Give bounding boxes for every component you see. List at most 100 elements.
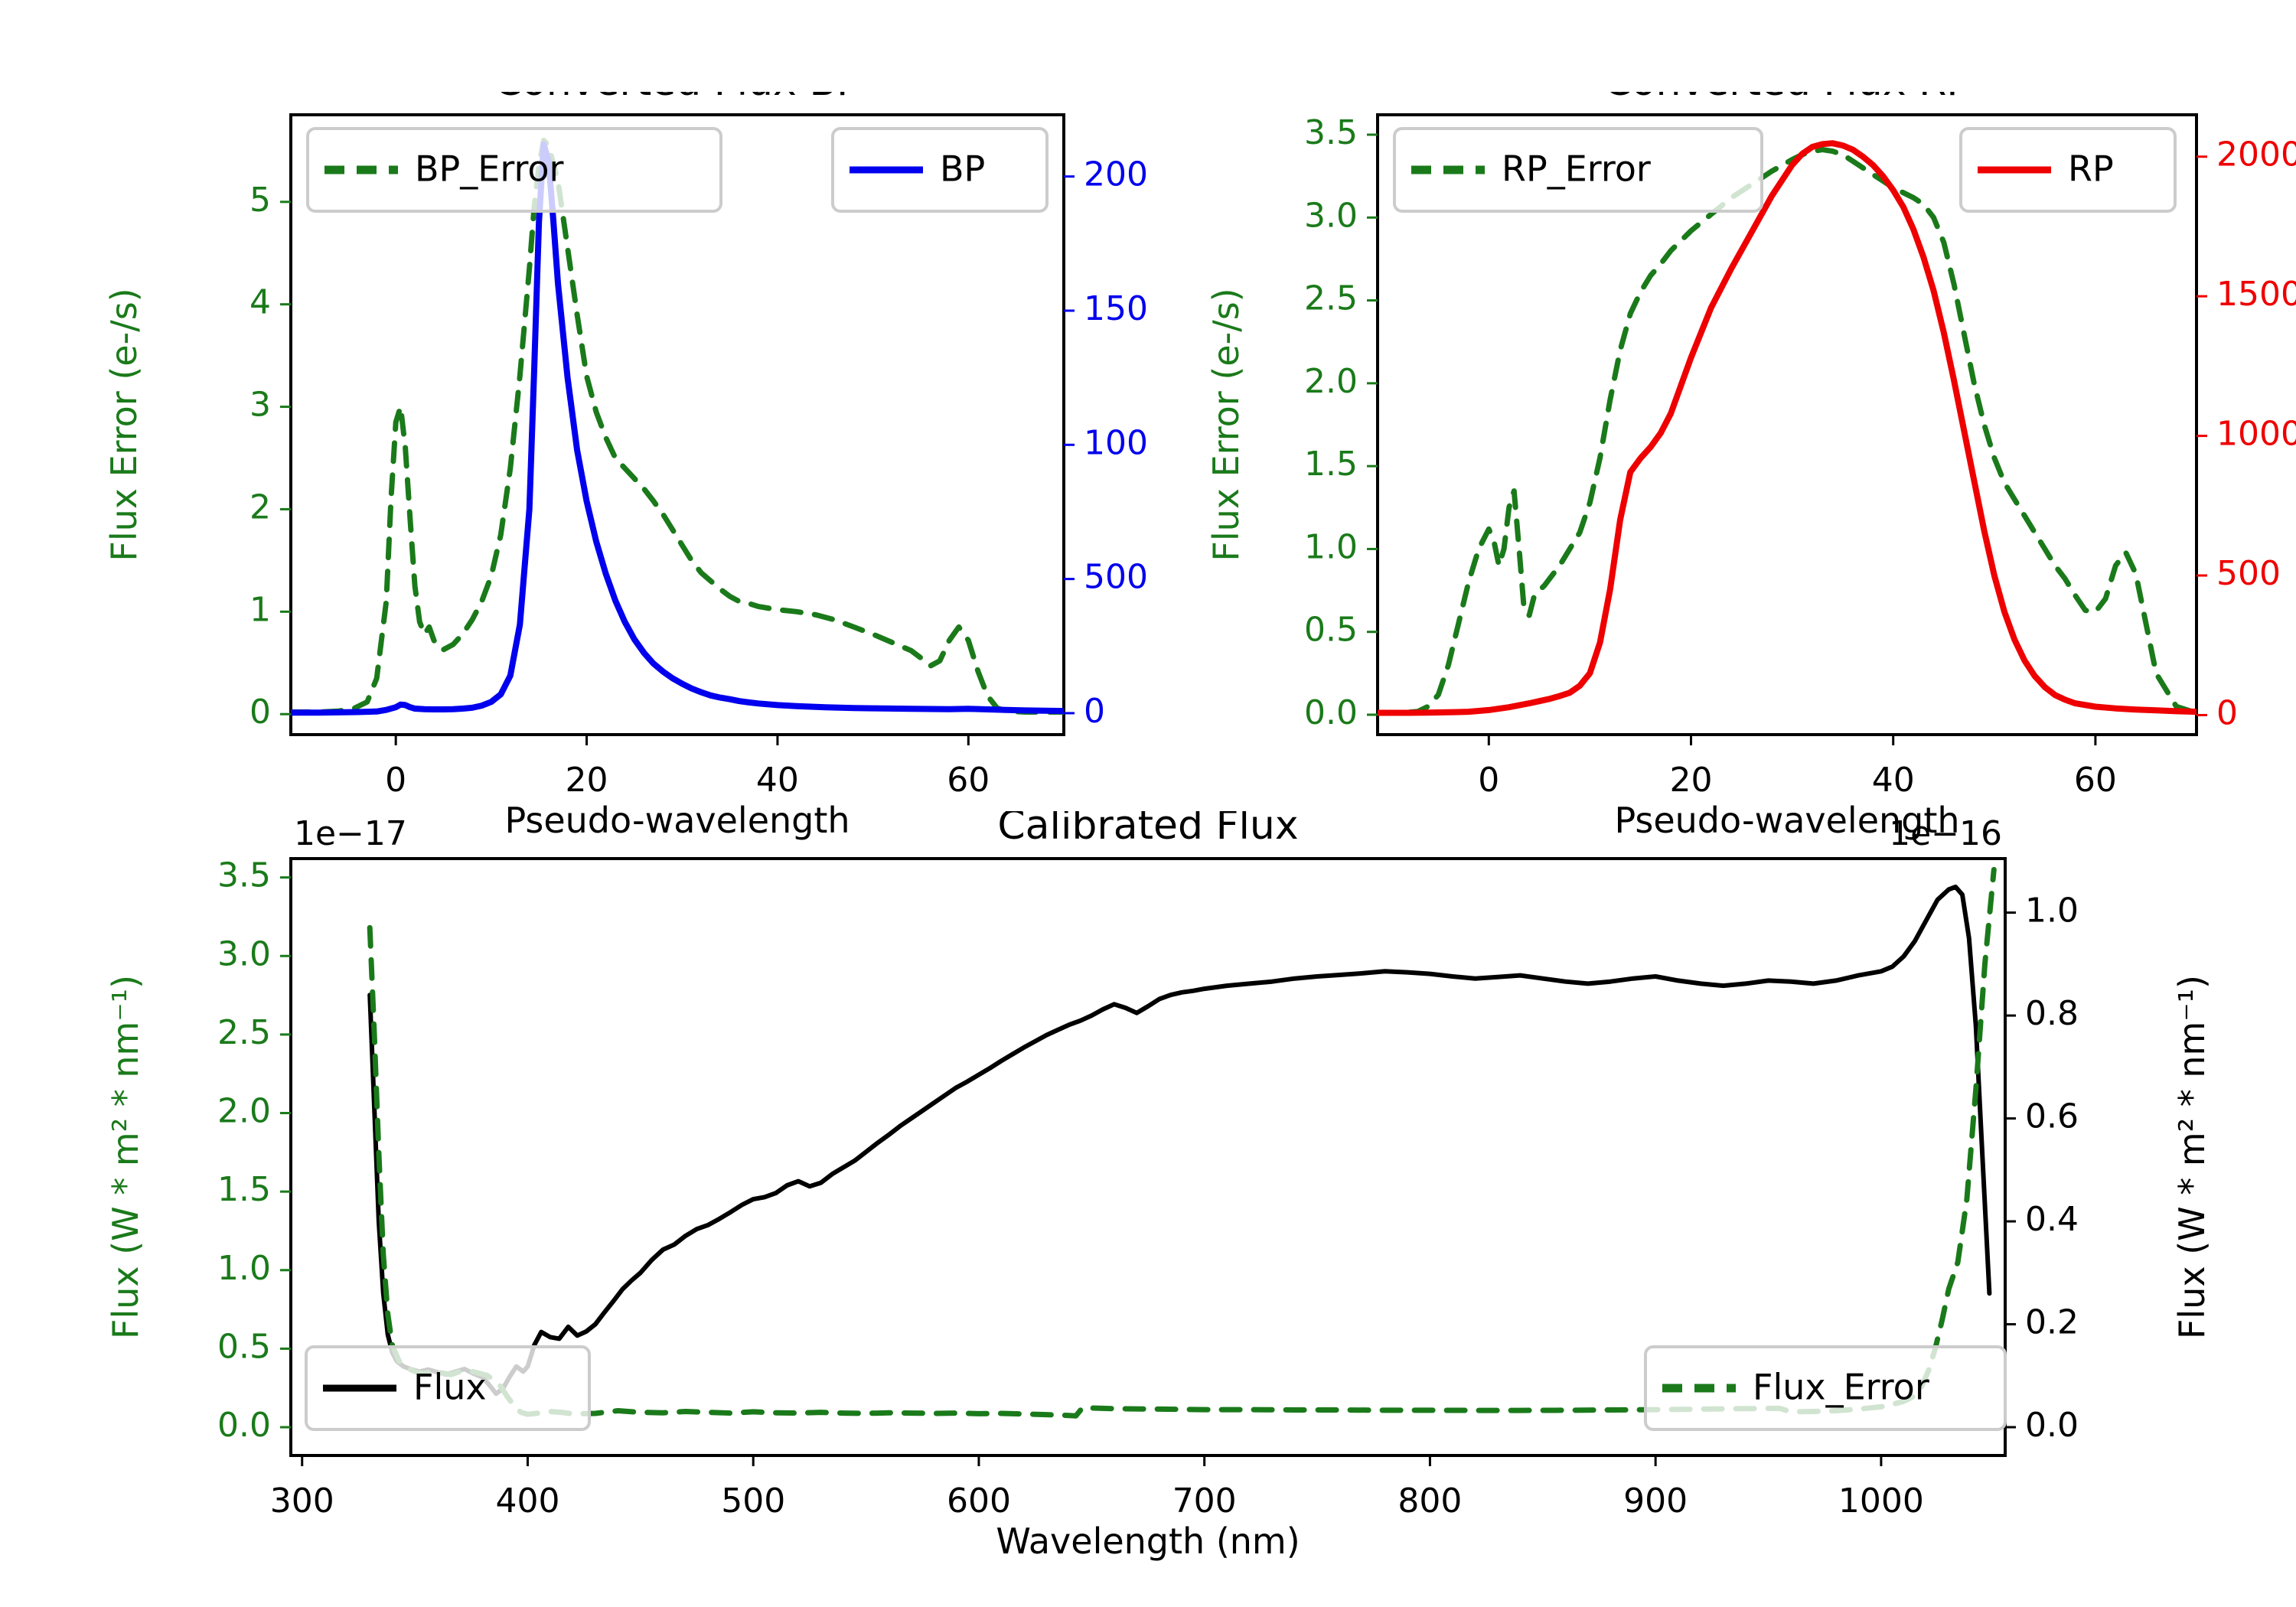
y-left-tick-label: 2.0 bbox=[217, 1092, 271, 1131]
axes-frame bbox=[1376, 113, 2198, 736]
x-tick-label: 800 bbox=[1397, 1482, 1462, 1521]
axes-frame bbox=[289, 113, 1065, 736]
panel-title: Converted Flux BP bbox=[494, 92, 861, 105]
y-left-tick-label: 2 bbox=[249, 487, 271, 526]
legend-box bbox=[1959, 127, 2177, 213]
legend-rp_error[interactable]: RP_Error bbox=[1393, 127, 1763, 213]
x-tick-label: 40 bbox=[1872, 761, 1915, 800]
legend-box bbox=[305, 1345, 591, 1431]
y-left-tick-label: 4 bbox=[249, 283, 271, 322]
series-line-bp bbox=[291, 141, 1064, 716]
legend-label: Flux bbox=[413, 1367, 487, 1408]
y-left-tick-label: 2.0 bbox=[1304, 362, 1358, 401]
y-right-tick-label: 1500 bbox=[2216, 275, 2296, 314]
legend-box bbox=[1644, 1345, 2007, 1431]
y-right-tick-label: 0.0 bbox=[2025, 1406, 2079, 1445]
legend-box bbox=[831, 127, 1049, 213]
x-tick-label: 0 bbox=[385, 761, 406, 800]
panel-calibrated-flux: Calibrated Flux 300 400 500 600 700 800 900 1000… bbox=[0, 811, 2296, 1607]
x-tick-label: 20 bbox=[1670, 761, 1713, 800]
y-left-tick-label: 3.5 bbox=[1304, 113, 1358, 152]
legend-label: BP_Error bbox=[415, 148, 564, 190]
x-tick-label: 20 bbox=[566, 761, 608, 800]
y-right-tick-label: 1.0 bbox=[2025, 892, 2079, 931]
x-tick-label: 900 bbox=[1623, 1482, 1688, 1521]
series-line-rp bbox=[1378, 140, 2197, 716]
y-right-offset-text: 1e−16 bbox=[1889, 814, 2002, 853]
panel-title: Converted Flux RP bbox=[1603, 92, 1970, 105]
x-tick-label: 1000 bbox=[1838, 1482, 1924, 1521]
panel-converted-flux-bp: Converted Flux BP0204060Pseudo-wavelengt… bbox=[0, 92, 1148, 857]
series-line-rp_error bbox=[1378, 147, 2197, 716]
y-left-tick-label: 3 bbox=[249, 386, 271, 425]
y-right-tick-label: 500 bbox=[2216, 554, 2281, 593]
y-right-tick-label: 1000 bbox=[2216, 415, 2296, 454]
legend-flux_error[interactable]: Flux_Error bbox=[1644, 1345, 2007, 1431]
y-left-axis-label: Flux Error (e-/s) bbox=[103, 288, 145, 561]
y-left-tick-label: 3.5 bbox=[217, 856, 271, 895]
y-left-tick-label: 3.0 bbox=[1304, 196, 1358, 235]
y-left-tick-label: 1.0 bbox=[1304, 527, 1358, 566]
y-right-tick-label: 2000 bbox=[2216, 135, 2296, 174]
y-right-tick-label: 500 bbox=[1084, 558, 1148, 597]
axes-frame bbox=[289, 857, 2007, 1457]
x-tick-label: 300 bbox=[270, 1482, 334, 1521]
y-left-tick-label: 1.0 bbox=[217, 1249, 271, 1288]
y-right-axis-label: Flux (W * m² * nm⁻¹) bbox=[2171, 975, 2213, 1339]
series-line-flux_error bbox=[367, 866, 1997, 1419]
y-right-tick-label: 0.6 bbox=[2025, 1097, 2079, 1136]
x-tick-label: 0 bbox=[1478, 761, 1499, 800]
y-left-tick-label: 0 bbox=[249, 693, 271, 732]
x-tick-label: 60 bbox=[947, 761, 990, 800]
x-tick-label: 400 bbox=[495, 1482, 559, 1521]
legend-label: BP bbox=[940, 148, 985, 190]
panel-title: Calibrated Flux bbox=[997, 811, 1298, 849]
plot-rp: Converted Flux RP 0 20 40 60 Pseudo-wavelengt… bbox=[1205, 92, 2296, 841]
y-left-tick-label: 3.0 bbox=[217, 934, 271, 973]
y-right-tick-label: 0 bbox=[1084, 692, 1105, 731]
y-right-tick-label: 0.2 bbox=[2025, 1303, 2079, 1342]
x-tick-label: 40 bbox=[756, 761, 799, 800]
y-left-tick-label: 1 bbox=[249, 590, 271, 629]
y-left-offset-text: 1e−17 bbox=[294, 814, 407, 853]
x-axis-label: Wavelength (nm) bbox=[996, 1521, 1300, 1562]
y-left-tick-label: 1.5 bbox=[1304, 445, 1358, 484]
legend-label: RP_Error bbox=[1502, 148, 1651, 190]
plot-calibrated: Calibrated Flux 300 400 500 600 700 800 900 1000… bbox=[105, 811, 2213, 1562]
legend-box bbox=[306, 127, 722, 213]
x-tick-label: 700 bbox=[1172, 1482, 1237, 1521]
y-right-tick-label: 1000 bbox=[1084, 423, 1148, 462]
legend-rp[interactable]: RP bbox=[1959, 127, 2177, 213]
y-left-tick-label: 5 bbox=[249, 181, 271, 220]
y-left-tick-label: 1.5 bbox=[217, 1170, 271, 1209]
y-left-axis-label: Flux Error (e-/s) bbox=[1205, 288, 1247, 561]
y-right-tick-label: 2000 bbox=[1084, 155, 1148, 194]
plot-bp: Converted Flux BP0204060Pseudo-wavelengt… bbox=[103, 92, 1148, 841]
x-axis-label: Pseudo-wavelength bbox=[1614, 800, 1959, 841]
y-left-tick-label: 0.0 bbox=[1304, 693, 1358, 732]
y-left-tick-label: 2.5 bbox=[217, 1013, 271, 1052]
y-right-tick-label: 1500 bbox=[1084, 289, 1148, 328]
y-left-tick-label: 0.5 bbox=[217, 1327, 271, 1366]
x-tick-label: 600 bbox=[947, 1482, 1011, 1521]
panel-converted-flux-rp: Converted Flux RP 0 20 40 60 Pseudo-wavelengt… bbox=[1148, 92, 2296, 857]
legend-bp[interactable]: BP bbox=[831, 127, 1049, 213]
series-line-flux bbox=[367, 885, 1992, 1397]
y-right-tick-label: 0.8 bbox=[2025, 994, 2079, 1033]
y-left-tick-label: 0.0 bbox=[217, 1406, 271, 1445]
x-tick-label: 500 bbox=[721, 1482, 785, 1521]
legend-flux[interactable]: Flux bbox=[305, 1345, 591, 1431]
y-right-tick-label: 0.4 bbox=[2025, 1200, 2079, 1239]
y-left-tick-label: 0.5 bbox=[1304, 611, 1358, 650]
y-left-tick-label: 2.5 bbox=[1304, 279, 1358, 318]
y-left-axis-label: Flux (W * m² * nm⁻¹) bbox=[105, 975, 146, 1339]
x-tick-label: 60 bbox=[2074, 761, 2117, 800]
legend-label: Flux_Error bbox=[1753, 1367, 1929, 1408]
x-axis-label: Pseudo-wavelength bbox=[504, 800, 850, 841]
legend-box bbox=[1393, 127, 1763, 213]
legend-label: RP bbox=[2068, 148, 2114, 190]
y-right-tick-label: 0 bbox=[2216, 693, 2238, 732]
series-line-bp_error bbox=[291, 138, 1064, 715]
legend-bp_error[interactable]: BP_Error bbox=[306, 127, 722, 213]
